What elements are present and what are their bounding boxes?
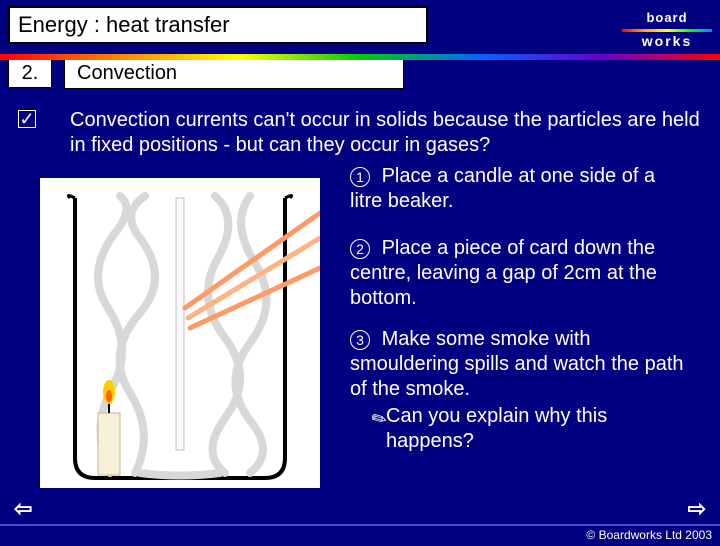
page-title: Energy : heat transfer <box>18 12 230 37</box>
beaker-lip-right <box>285 196 292 199</box>
title-bar: Energy : heat transfer <box>8 6 428 44</box>
step-1: 1 Place a candle at one side of a litre … <box>350 164 700 214</box>
next-arrow-icon[interactable]: ⇨ <box>688 496 706 522</box>
section-title: Convection <box>64 58 404 89</box>
section-header: 2. Convection <box>8 58 712 89</box>
step-3-text: Make some smoke with smouldering spills … <box>350 328 684 400</box>
prev-arrow-icon[interactable]: ⇦ <box>14 496 32 522</box>
rainbow-divider <box>0 54 720 60</box>
beaker-lip-left <box>68 196 75 199</box>
experiment-diagram <box>40 178 320 488</box>
intro-text: Convection currents can't occur in solid… <box>70 109 700 156</box>
footer-divider <box>0 524 720 526</box>
checkbox-icon: ✓ <box>18 110 36 128</box>
question: Can you explain why this happens? <box>386 404 700 454</box>
logo-swoosh <box>622 25 712 35</box>
intro-paragraph: ✓ Convection currents can't occur in sol… <box>40 108 700 158</box>
step-1-text: Place a candle at one side of a litre be… <box>350 165 655 212</box>
diagram-svg <box>40 178 320 488</box>
card-divider <box>176 198 184 450</box>
logo-text-top: board <box>622 10 712 25</box>
logo-text-bottom: works <box>622 33 712 49</box>
question-text: Can you explain why this happens? <box>386 405 607 452</box>
wooden-spills <box>185 213 320 328</box>
step-2: 2 Place a piece of card down the centre,… <box>350 236 700 311</box>
step-2-marker: 2 <box>350 239 370 259</box>
step-3: 3 Make some smoke with smouldering spill… <box>350 327 700 402</box>
step-1-marker: 1 <box>350 167 370 187</box>
candle-body <box>98 413 120 475</box>
section-number: 2. <box>8 59 52 88</box>
step-2-text: Place a piece of card down the centre, l… <box>350 237 657 309</box>
logo: board works <box>622 10 712 60</box>
flame-inner <box>106 390 112 402</box>
step-3-marker: 3 <box>350 330 370 350</box>
